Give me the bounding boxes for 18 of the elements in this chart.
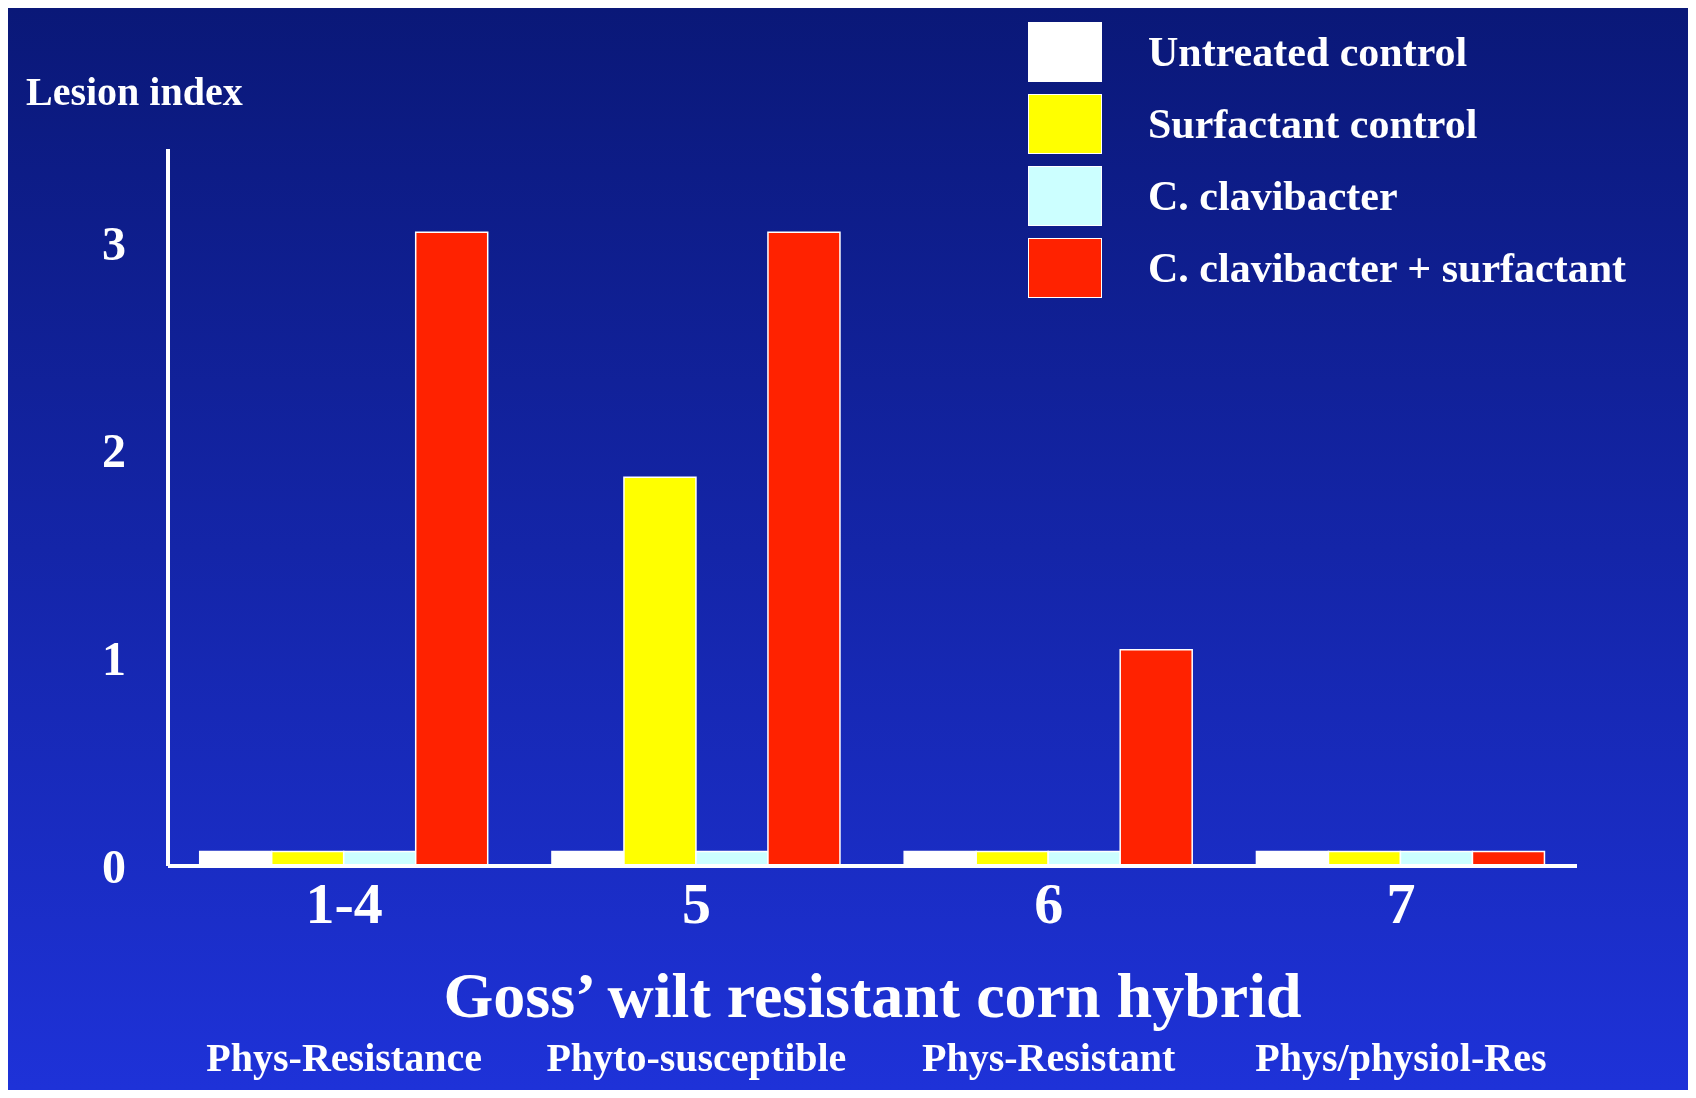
text: Phyto-susceptible [545,1034,848,1082]
x-tick-label: 1-4 [305,871,383,937]
legend-label: C. clavibacter [1148,172,1398,220]
legend-label: Untreated control [1148,28,1468,76]
y-tick-label: 0 [102,840,126,894]
x-tick-label: 5 [681,871,711,937]
text: Phys/physiol-Res [1254,1034,1548,1082]
x-axis-title: Goss’ wilt resistant corn hybrid [442,959,1303,1033]
y-tick-label: 3 [102,216,126,270]
y-tick-label: 2 [102,424,126,478]
legend-label: C. clavibacter + surfactant [1148,244,1627,292]
y-tick-label: 1 [102,632,126,686]
text: Phys-Resistance [205,1034,483,1082]
legend-label: Surfactant control [1148,100,1478,148]
y-axis-title: Lesion index [26,68,243,115]
text: Phys-Resistant [920,1034,1177,1082]
x-tick-label: 7 [1386,871,1416,937]
x-tick-label: 6 [1034,871,1064,937]
